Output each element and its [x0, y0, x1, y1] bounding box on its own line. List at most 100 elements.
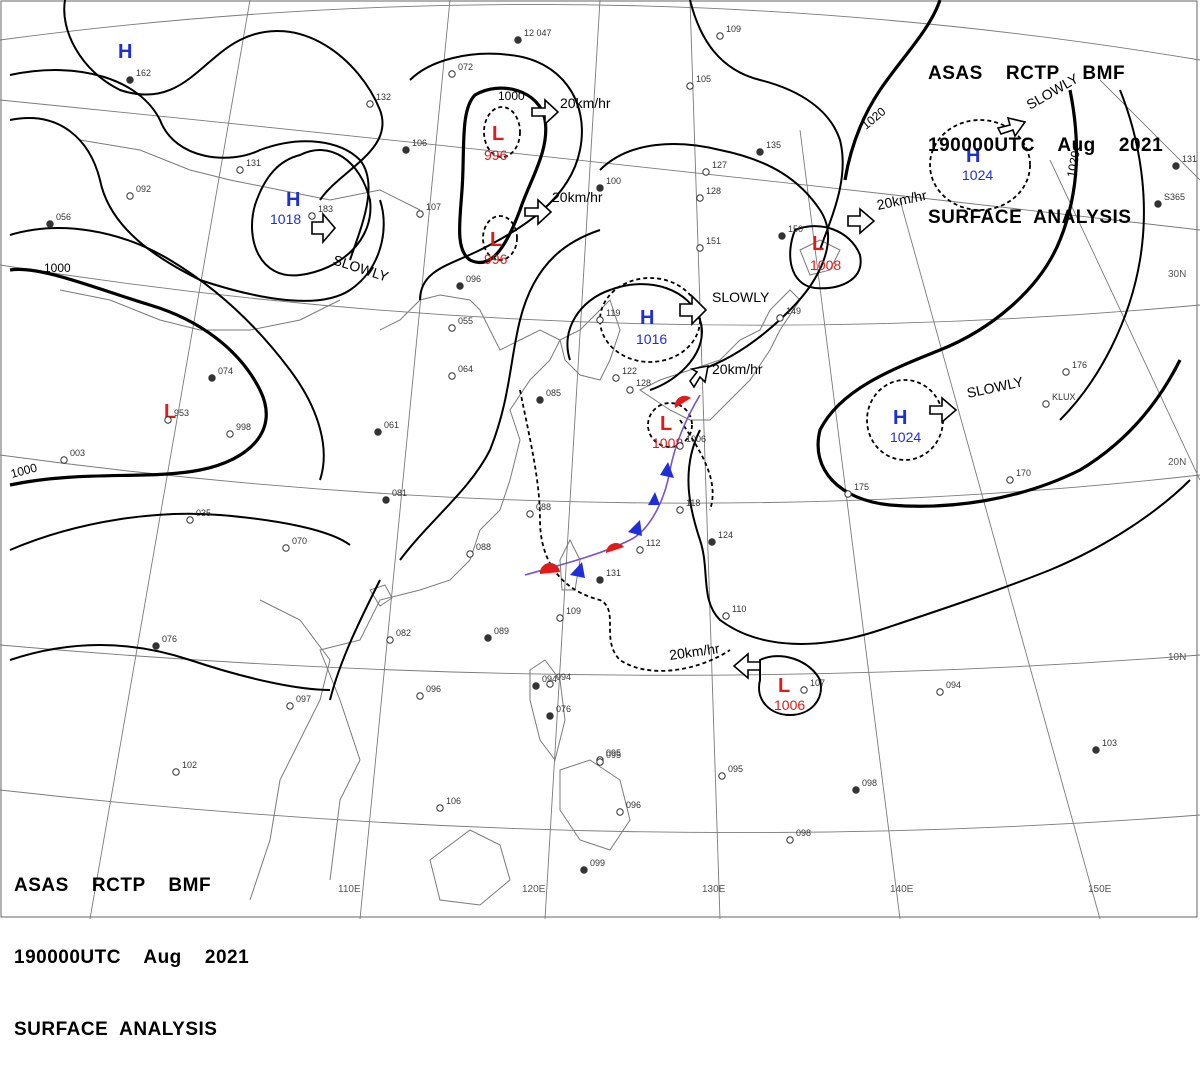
- station-circle: [382, 496, 390, 504]
- station-circle: [374, 428, 382, 436]
- header-line-2: 190000UTC Aug 2021: [14, 947, 250, 968]
- movement-label: 20km/hr: [668, 640, 721, 663]
- station-circle: [696, 244, 704, 252]
- arrow-low-996-south: [524, 198, 553, 226]
- station-circle: [626, 386, 634, 394]
- station-circle: [484, 634, 492, 642]
- station-circle: [708, 538, 716, 546]
- station-pressure: 064: [458, 364, 473, 374]
- dashed-isobars: [482, 106, 1031, 672]
- mongolia-border: [79, 139, 421, 211]
- station-pressure: 131: [606, 568, 621, 578]
- high-pressure-value: 1024: [962, 167, 993, 183]
- front-line: [524, 394, 701, 576]
- arrow-high-1024-south: [929, 396, 958, 424]
- station-pressure: 097: [296, 694, 311, 704]
- station-circle: [616, 808, 624, 816]
- station-pressure: 128: [636, 378, 651, 388]
- station-pressure: 162: [136, 68, 151, 78]
- isobars: [9, 0, 1191, 717]
- station-circle: [786, 836, 794, 844]
- isobar-label: 1000: [44, 261, 71, 275]
- station-circle: [514, 36, 522, 44]
- station-circle: [236, 166, 244, 174]
- station-pressure: 096: [426, 684, 441, 694]
- header-top-right: ASAS RCTP BMF 190000UTC Aug 2021 SURFACE…: [928, 14, 1163, 254]
- station-pressure: KLUX: [1052, 392, 1076, 402]
- korea-coast: [559, 299, 621, 381]
- station-pressure: 151: [706, 236, 721, 246]
- station-pressure: 070: [292, 536, 307, 546]
- china-coast: [319, 294, 561, 881]
- station-circle: [612, 374, 620, 382]
- station-plots: 12 047 072 132 106 131 092 056 107 183 096 055 064 0…: [46, 24, 1197, 874]
- longitude-lines: [89, 0, 1200, 919]
- station-pressure: 119: [606, 308, 620, 318]
- low-pressure-value: 1008: [652, 435, 683, 451]
- warm-front-semicircle-1: [539, 562, 560, 574]
- high-pressure-symbol: H: [966, 145, 980, 167]
- station-circle: [722, 612, 730, 620]
- station-circle: [1172, 162, 1180, 170]
- low-pressure-symbol: L: [492, 123, 504, 145]
- station-circle: [386, 636, 394, 644]
- station-pressure: 072: [458, 62, 473, 72]
- station-circle: [226, 430, 234, 438]
- cold-front-triangle-2: [628, 520, 642, 536]
- weather-map: 1000 1000 1000 1020 1020 20km/hr 20km/hr…: [0, 0, 1200, 919]
- high-pressure-value: 1016: [636, 331, 667, 347]
- low-pressure-value: 1008: [810, 257, 841, 273]
- station-circle: [596, 576, 604, 584]
- station-circle: [416, 210, 424, 218]
- station-circle: [1042, 400, 1050, 408]
- high-pressure-symbol: H: [640, 307, 654, 329]
- latitude-label: 30N: [1168, 269, 1186, 280]
- japan-coast: [639, 289, 801, 421]
- station-pressure: 131: [246, 158, 261, 168]
- philippines-coast: [559, 759, 631, 851]
- station-pressure: 088: [536, 502, 551, 512]
- high-pressure-symbol: H: [118, 41, 132, 63]
- station-pressure: 135: [766, 140, 781, 150]
- cold-front-triangle-1: [570, 562, 585, 578]
- header-line-3: SURFACE ANALYSIS: [14, 1019, 218, 1040]
- low-pressure-symbol: L: [812, 233, 824, 255]
- low-pressure-value: 1006: [774, 697, 805, 713]
- station-circle: [676, 506, 684, 514]
- station-pressure: 127: [712, 160, 727, 170]
- station-circle: [282, 544, 290, 552]
- cold-front-triangle-4: [648, 492, 660, 505]
- isobar-label: 1020: [1064, 149, 1082, 178]
- high-pressure-symbol: H: [286, 189, 300, 211]
- station-pressure: 106: [446, 796, 461, 806]
- station-circle: [526, 510, 534, 518]
- station-pressure: 088: [476, 542, 491, 552]
- longitude-label: 110E: [338, 884, 361, 895]
- high-pressure-symbol: H: [893, 407, 907, 429]
- station-circle: [636, 546, 644, 554]
- low-pressure-value: 996: [484, 147, 508, 163]
- station-pressure: 095: [606, 748, 621, 758]
- station-circle: [756, 148, 764, 156]
- low-pressure-value: 996: [484, 251, 508, 267]
- station-pressure: 105: [696, 74, 711, 84]
- station-pressure: 132: [376, 92, 391, 102]
- station-circle: [1006, 476, 1014, 484]
- station-circle: [702, 168, 710, 176]
- station-pressure: 128: [706, 186, 721, 196]
- movement-label: 20km/hr: [552, 189, 603, 205]
- station-pressure: 094: [556, 672, 571, 682]
- station-pressure: 094: [542, 674, 557, 684]
- station-circle: [186, 516, 194, 524]
- station-circle: [1062, 368, 1070, 376]
- warm-front-semicircle-2: [606, 543, 624, 553]
- station-pressure: 122: [622, 366, 637, 376]
- station-circle: [536, 396, 544, 404]
- isobar-label: 1000: [9, 460, 39, 481]
- station-pressure: 094: [946, 680, 961, 690]
- longitude-label: 120E: [522, 884, 546, 895]
- station-circle: [936, 688, 944, 696]
- arrow-low-1006: [732, 652, 761, 680]
- station-pressure: 175: [854, 482, 869, 492]
- latitude-label: 10N: [1168, 652, 1186, 663]
